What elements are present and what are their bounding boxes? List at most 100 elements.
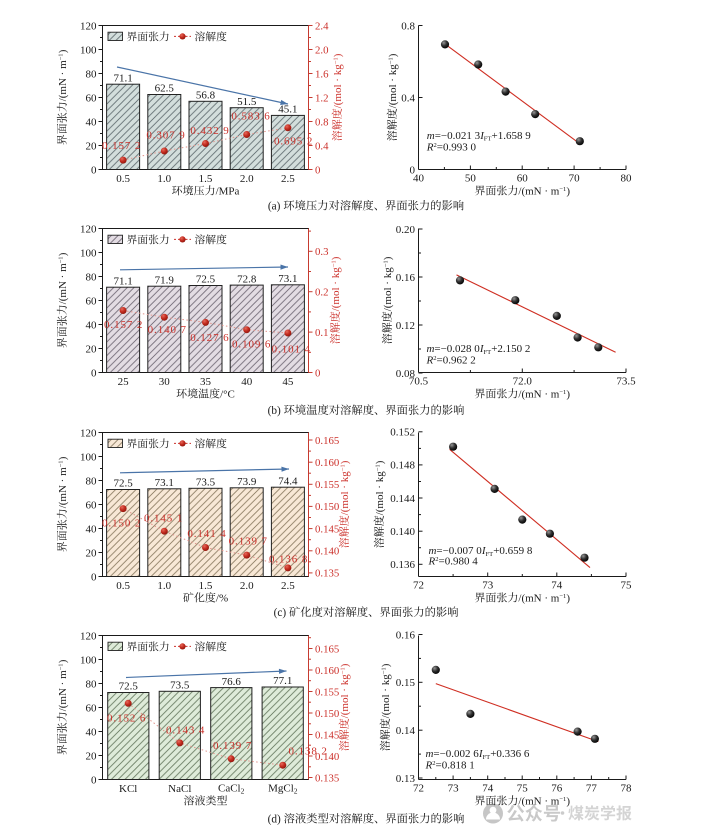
svg-text:·: · xyxy=(332,75,344,84)
svg-text:40: 40 xyxy=(86,726,98,738)
svg-text:0: 0 xyxy=(91,164,97,176)
svg-text:60: 60 xyxy=(86,702,98,714)
svg-text:m: m xyxy=(57,467,69,476)
svg-text:60: 60 xyxy=(517,173,529,185)
svg-text:1.0: 1.0 xyxy=(157,580,171,592)
svg-text:0.15: 0.15 xyxy=(396,677,416,689)
svg-text:): ) xyxy=(387,53,399,57)
svg-text:/%: /% xyxy=(216,593,228,605)
svg-text:): ) xyxy=(380,663,392,667)
svg-text:/(mN: /(mN xyxy=(57,688,69,711)
svg-text:·: · xyxy=(374,482,386,491)
svg-text:45.1: 45.1 xyxy=(278,104,297,116)
svg-text:40: 40 xyxy=(86,319,98,331)
svg-text:0.157 2: 0.157 2 xyxy=(104,319,143,331)
svg-text:120: 120 xyxy=(80,427,97,439)
svg-text:0.14: 0.14 xyxy=(396,725,416,737)
svg-text:/(mol: /(mol xyxy=(374,491,386,515)
svg-text:40: 40 xyxy=(241,376,253,388)
svg-text:0.144: 0.144 xyxy=(390,493,415,505)
svg-text:73.5: 73.5 xyxy=(170,680,190,692)
svg-text:): ) xyxy=(339,460,351,464)
svg-text:−1: −1 xyxy=(339,464,346,471)
svg-text:kg: kg xyxy=(374,471,386,483)
svg-text:FT: FT xyxy=(483,754,491,761)
svg-text:): ) xyxy=(566,389,570,401)
svg-text:0.141 4: 0.141 4 xyxy=(187,528,226,540)
svg-text:0.150 2: 0.150 2 xyxy=(102,517,141,529)
svg-text:60: 60 xyxy=(86,295,98,307)
svg-text:·: · xyxy=(330,278,342,287)
svg-text:(d): (d) xyxy=(268,814,281,826)
svg-text:/(mN: /(mN xyxy=(518,186,541,198)
svg-text:76: 76 xyxy=(551,783,563,795)
svg-text:0.2: 0.2 xyxy=(315,287,329,299)
svg-text:120: 120 xyxy=(80,20,97,32)
svg-text:m: m xyxy=(551,389,560,401)
svg-text:0.155: 0.155 xyxy=(315,686,339,698)
svg-text:2.4: 2.4 xyxy=(315,20,329,32)
svg-text:71.1: 71.1 xyxy=(113,275,132,287)
svg-text:0.136 8: 0.136 8 xyxy=(269,553,308,565)
svg-text:0.4: 0.4 xyxy=(401,92,415,104)
svg-text:0.109 6: 0.109 6 xyxy=(232,339,271,351)
svg-text:70: 70 xyxy=(569,173,581,185)
svg-text:/(mN: /(mN xyxy=(518,389,541,401)
svg-text:1.5: 1.5 xyxy=(199,173,213,185)
svg-text:62.5: 62.5 xyxy=(155,83,175,95)
svg-text:·: · xyxy=(542,796,551,808)
svg-text:/(mol: /(mol xyxy=(339,491,351,515)
svg-text:0.145 1: 0.145 1 xyxy=(144,513,183,525)
svg-text:100: 100 xyxy=(80,654,97,666)
svg-text:80: 80 xyxy=(86,678,98,690)
svg-text:m: m xyxy=(551,593,560,605)
svg-text:(c): (c) xyxy=(274,607,287,619)
svg-text:2: 2 xyxy=(434,142,437,149)
svg-text:56.8: 56.8 xyxy=(196,90,216,102)
svg-text:0.138 2: 0.138 2 xyxy=(289,745,328,757)
svg-text:0.695 2: 0.695 2 xyxy=(274,136,313,148)
svg-text:/(mol: /(mol xyxy=(330,287,342,311)
svg-text:0.135: 0.135 xyxy=(315,772,339,784)
svg-text:I: I xyxy=(479,343,485,355)
svg-text:=0.980 4: =0.980 4 xyxy=(439,556,479,568)
svg-text:0.157 2: 0.157 2 xyxy=(102,140,141,152)
svg-text:40: 40 xyxy=(86,116,98,128)
svg-text:0.13: 0.13 xyxy=(396,773,416,785)
svg-text:0.139 7: 0.139 7 xyxy=(213,740,252,752)
svg-text:35: 35 xyxy=(200,376,212,388)
svg-text:CaCl2: CaCl2 xyxy=(218,783,245,796)
svg-text:m: m xyxy=(57,670,69,679)
svg-text:0.160: 0.160 xyxy=(315,457,339,469)
svg-text:73: 73 xyxy=(482,580,494,592)
svg-text:−1: −1 xyxy=(57,460,64,467)
svg-text:40: 40 xyxy=(86,523,98,535)
svg-text:kg: kg xyxy=(380,674,392,686)
svg-text:0.152 6: 0.152 6 xyxy=(107,713,146,725)
svg-text:0.583 6: 0.583 6 xyxy=(231,111,270,123)
svg-text:R: R xyxy=(426,142,434,154)
svg-text:0: 0 xyxy=(315,164,320,176)
svg-text:): ) xyxy=(57,252,69,256)
svg-text:·: · xyxy=(542,593,551,605)
svg-text:0.5: 0.5 xyxy=(116,580,130,592)
svg-text:100: 100 xyxy=(80,451,97,463)
svg-text:−1: −1 xyxy=(57,256,64,263)
svg-text:2.0: 2.0 xyxy=(240,173,254,185)
svg-text:74: 74 xyxy=(551,580,563,592)
svg-text:/(mol: /(mol xyxy=(339,694,351,718)
svg-text:I: I xyxy=(479,130,485,142)
svg-text:71.9: 71.9 xyxy=(155,274,175,286)
svg-text:kg: kg xyxy=(339,471,351,483)
svg-text:25: 25 xyxy=(118,376,130,388)
svg-text:20: 20 xyxy=(86,750,98,762)
svg-text:m: m xyxy=(427,130,435,142)
svg-text:R: R xyxy=(426,355,434,367)
svg-text:): ) xyxy=(57,659,69,663)
svg-text:20: 20 xyxy=(86,343,98,355)
svg-text:R: R xyxy=(428,556,436,568)
svg-text:=−0.007 0: =−0.007 0 xyxy=(436,545,482,557)
svg-text:KCl: KCl xyxy=(119,783,137,795)
svg-text:·: · xyxy=(387,75,399,84)
svg-text:−1: −1 xyxy=(559,796,566,803)
